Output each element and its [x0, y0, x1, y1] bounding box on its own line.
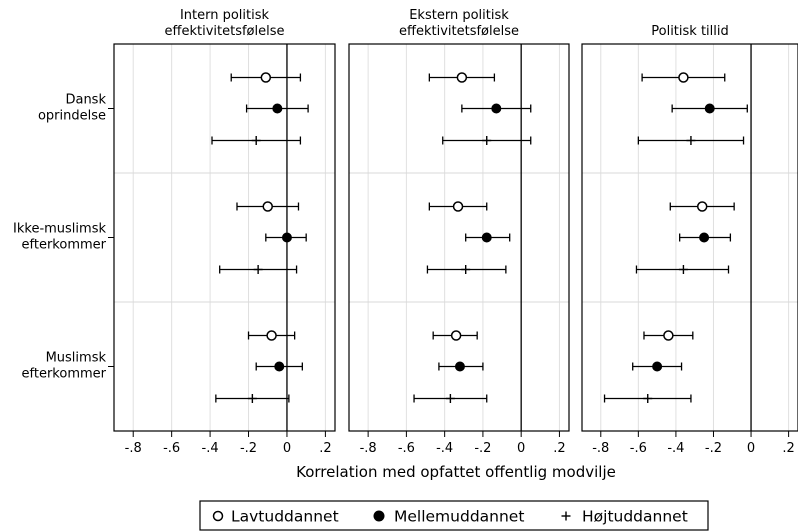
x-tick-label: -.8 [360, 441, 377, 456]
panel-title: Politisk tillid [651, 24, 729, 39]
point-estimate-hollow [450, 330, 462, 341]
group-label: efterkommer [22, 238, 107, 253]
x-tick-label: .2 [782, 441, 794, 456]
x-tick-label: -.2 [474, 441, 491, 456]
point-estimate-filled [454, 361, 465, 372]
x-tick-label: 0 [747, 441, 755, 456]
group-label: Muslimsk [46, 351, 107, 366]
x-tick-label: .2 [553, 441, 565, 456]
legend-label: Højtuddannet [582, 508, 688, 526]
point-estimate-hollow [262, 201, 273, 212]
legend-label: Lavtuddannet [231, 508, 339, 526]
legend-label: Mellemuddannet [394, 508, 524, 526]
point-estimate-hollow [663, 330, 674, 341]
panel-frame [348, 43, 570, 432]
x-tick-label: -.2 [705, 441, 722, 456]
legend-marker-filled [373, 510, 385, 522]
group-label: Dansk [65, 93, 106, 108]
point-estimate-hollow [456, 72, 468, 83]
x-tick-label: -.4 [436, 441, 453, 456]
point-estimate-filled [272, 103, 283, 114]
panel-title: effektivitetsfølelse [399, 24, 519, 39]
point-estimate-filled [281, 232, 292, 243]
legend-box [199, 500, 709, 531]
point-estimate-hollow [260, 72, 272, 83]
point-estimate-hollow [452, 201, 464, 212]
point-estimate-filled [704, 103, 715, 114]
panel-background [349, 44, 569, 431]
x-tick-label: 0 [517, 441, 525, 456]
x-tick-label: -.8 [125, 441, 142, 456]
point-estimate-hollow [266, 330, 277, 341]
group-label: oprindelse [38, 109, 106, 124]
x-tick-label: -.4 [667, 441, 684, 456]
panel-frame [581, 43, 798, 432]
point-estimate-hollow [678, 72, 689, 83]
x-tick-label: 0 [283, 441, 291, 456]
x-tick-label: .2 [319, 441, 331, 456]
legend-marker-hollow [212, 510, 224, 522]
panel-title: effektivitetsfølelse [165, 24, 285, 39]
x-tick-label: -.8 [592, 441, 609, 456]
x-tick-label: -.6 [630, 441, 647, 456]
panel-title: Ekstern politisk [409, 8, 509, 23]
x-tick-label: -.2 [240, 441, 257, 456]
point-estimate-filled [491, 103, 502, 114]
point-estimate-filled [652, 361, 663, 372]
x-axis-title: Korrelation med opfattet offentlig modvi… [296, 463, 616, 481]
group-label: efterkommer [22, 367, 107, 382]
point-estimate-filled [274, 361, 285, 372]
point-estimate-filled [481, 232, 492, 243]
point-estimate-hollow [696, 201, 708, 212]
panel-title: Intern politisk [180, 8, 270, 23]
x-tick-label: -.6 [163, 441, 180, 456]
x-tick-label: -.6 [398, 441, 415, 456]
x-tick-label: -.4 [202, 441, 219, 456]
point-estimate-filled [699, 232, 710, 243]
group-label: Ikke-muslimsk [13, 222, 106, 237]
